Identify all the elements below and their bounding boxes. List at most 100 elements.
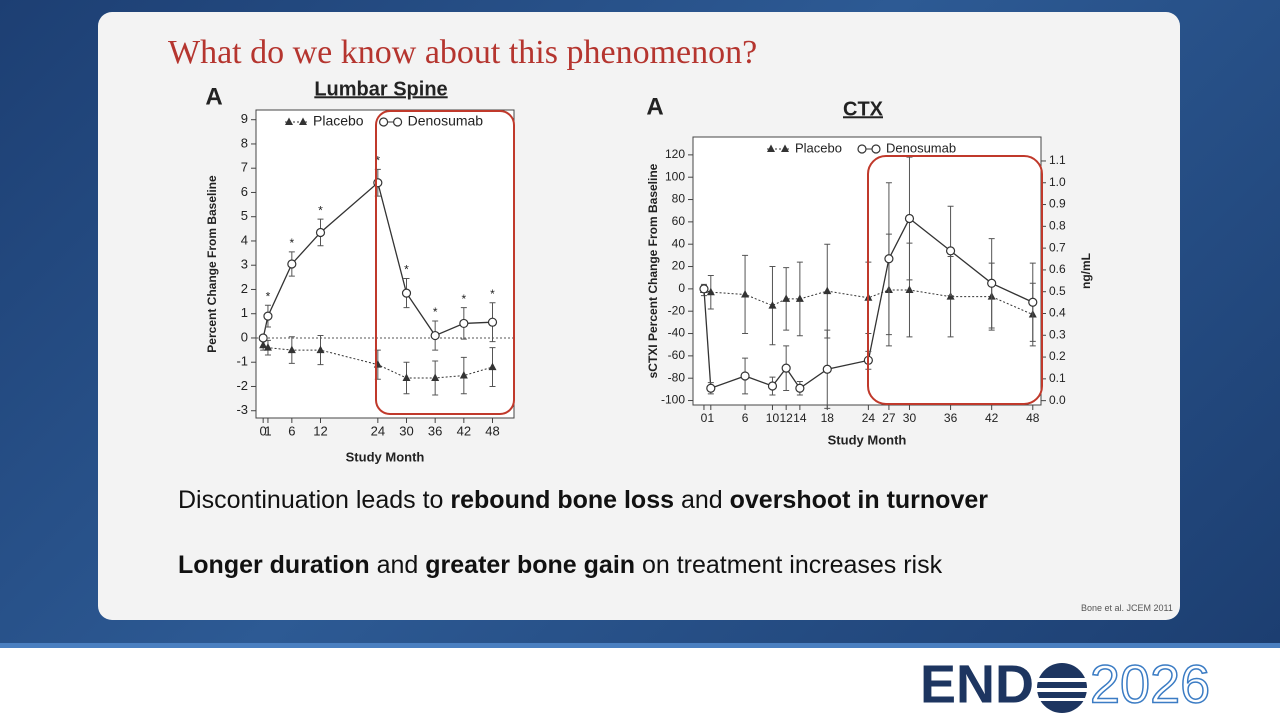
y-tick-label: 3 [241,257,248,272]
significance-mark: * [289,236,294,250]
data-point [259,340,268,349]
y2-tick-label: 0.2 [1049,349,1066,363]
x-tick-label: 0 [701,411,708,425]
y-tick-label: 7 [241,160,248,175]
x-tick-label: 42 [985,411,999,425]
x-tick-label: 1 [264,423,271,438]
data-point [431,373,440,381]
data-point [1028,297,1038,307]
y2-tick-label: 0.8 [1049,219,1066,233]
y2-tick-label: 0.7 [1049,240,1066,254]
bullet: Discontinuation leads to rebound bone lo… [178,486,988,515]
x-tick-label: 36 [428,423,442,438]
bold-text: Longer duration [178,551,370,579]
data-point [740,371,750,381]
data-point [401,288,412,298]
data-point [767,144,775,152]
data-point [706,383,716,393]
x-tick-label: 24 [862,411,876,425]
legend: Placebo Denosumab [767,140,956,155]
legend-label: Placebo [795,140,842,155]
text: and [369,551,426,579]
data-point [699,284,709,294]
data-point [781,363,791,373]
x-axis-label: Study Month [828,432,907,447]
y-tick-label: 40 [672,236,686,250]
data-point [459,371,468,379]
y2-tick-label: 1.1 [1049,153,1066,167]
data-point [741,289,750,298]
x-tick-label: 48 [1026,411,1040,425]
x-tick-label: 48 [485,423,499,438]
x-tick-label: 30 [399,423,413,438]
bold-text: overshoot in turnover [729,486,988,514]
data-point [263,343,272,351]
text: and [674,486,730,514]
y2-tick-label: 0.4 [1049,306,1066,320]
data-point [402,373,411,381]
y2-tick-label: 0.5 [1049,284,1066,298]
logo: END 2026 [920,654,1211,716]
y-tick-label: 0 [678,281,685,295]
y-tick-label: 80 [672,192,686,206]
y2-axis-label: ng/mL [1079,253,1093,289]
data-point [285,117,293,125]
data-point [904,213,915,224]
data-point [823,286,832,295]
highlight-box [375,110,515,415]
data-point [795,383,805,393]
data-point [316,345,325,354]
bullet: Longer duration and greater bone gain on… [178,551,942,580]
data-point [263,311,273,321]
bold-text: rebound bone loss [450,486,675,514]
x-tick-label: 14 [793,411,807,425]
x-tick-label: 6 [288,423,295,438]
y-tick-label: -60 [668,348,686,362]
y-tick-label: 9 [241,111,248,126]
panel-label: A [205,83,222,110]
significance-mark: * [433,305,438,319]
data-point [378,117,389,127]
legend-label: Denosumab [886,140,956,155]
significance-mark: * [266,289,271,303]
significance-mark: * [404,263,409,277]
legend-label: Placebo [313,113,364,129]
y-tick-label: -2 [236,378,248,393]
significance-mark: * [461,292,466,306]
data-point [487,317,498,327]
chart-title: CTX [843,98,884,120]
y2-tick-label: 1.0 [1049,175,1066,189]
data-point [782,294,791,302]
data-point [905,285,914,293]
x-tick-label: 18 [821,411,835,425]
significance-mark: * [318,203,323,217]
y-tick-label: 2 [241,281,248,296]
footer-band: END 2026 [0,643,1280,725]
y-axis-label: sCTXI Percent Change From Baseline [646,163,660,378]
x-tick-label: 27 [882,411,896,425]
panel-label: A [646,93,663,120]
y-tick-label: -80 [668,370,686,384]
data-point [781,144,789,152]
y-tick-label: 0 [241,329,248,344]
charts: A Lumbar Spine Study Month Percent Change F… [205,78,1093,464]
y2-tick-label: 0.3 [1049,327,1066,341]
logo-text: 2026 [1090,654,1210,714]
data-point [795,294,804,302]
y-tick-label: 5 [241,208,248,223]
y-tick-label: 1 [241,305,248,320]
data-point [287,345,296,354]
y-tick-label: 8 [241,135,248,150]
y2-tick-label: 0.6 [1049,262,1066,276]
highlight-box [867,155,1043,405]
y2-tick-label: 0.9 [1049,197,1066,211]
data-point [706,287,715,296]
y-tick-label: 60 [672,214,686,228]
logo-text: END [920,654,1034,714]
data-point [987,278,997,288]
text: on treatment increases risk [635,551,943,579]
data-point [884,254,894,264]
x-tick-label: 24 [371,423,385,438]
data-point [822,364,832,374]
